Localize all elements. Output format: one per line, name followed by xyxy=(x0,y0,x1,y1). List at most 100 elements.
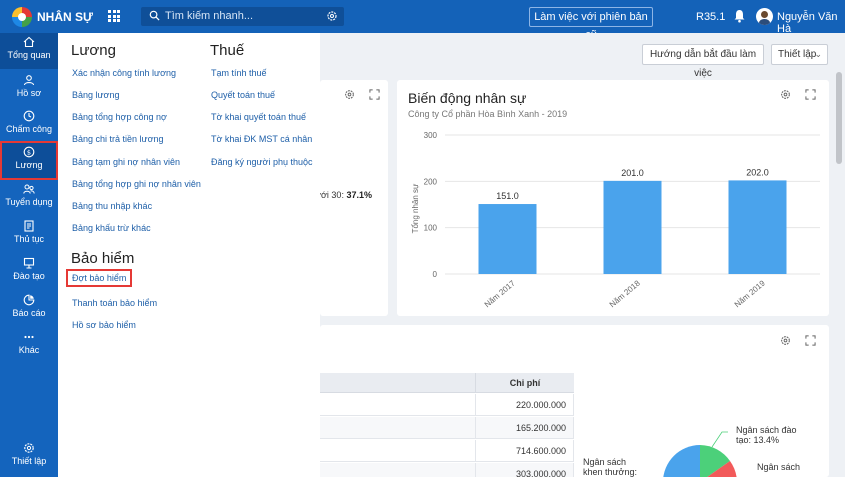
menu-item-employee-debt-summary[interactable]: Bảng tổng hợp ghi nợ nhân viên xyxy=(72,179,201,189)
menu-item-tax-finalization[interactable]: Quyết toán thuế xyxy=(211,90,276,100)
y-axis-label: Tổng nhân sự xyxy=(411,183,420,233)
cost-cell: 714.600.000 xyxy=(475,440,574,462)
menu-item-tax-finalization-form[interactable]: Tờ khai quyết toán thuế xyxy=(211,112,306,122)
bar-1 xyxy=(478,204,537,274)
search-input[interactable]: Tìm kiếm nhanh... xyxy=(165,10,254,22)
notification-bell-icon[interactable] xyxy=(733,9,746,23)
clock-icon xyxy=(23,110,35,122)
bar-value-label: 201.0 xyxy=(621,168,644,178)
menu-item-salary-payment[interactable]: Bảng chi trả tiền lương xyxy=(72,134,164,144)
bar-value-label: 202.0 xyxy=(746,167,769,177)
document-icon xyxy=(24,220,34,232)
menu-item-tax-id-registration[interactable]: Tờ khai ĐK MST cá nhân xyxy=(211,134,313,144)
cost-cell: 303.000.000 xyxy=(475,463,574,477)
people-icon xyxy=(23,184,35,194)
sidebar-item-salary[interactable]: $ Lương xyxy=(0,141,58,180)
app-title[interactable]: NHÂN SỰ xyxy=(37,10,93,24)
chart-expand-icon[interactable] xyxy=(805,89,816,100)
sidebar-item-settings[interactable]: Thiết lập xyxy=(0,439,58,475)
svg-text:$: $ xyxy=(27,148,31,156)
sidebar-item-recruitment[interactable]: Tuyển dụng xyxy=(0,180,58,216)
budget-settings-icon[interactable] xyxy=(780,335,791,346)
sidebar-item-label: Hồ sơ xyxy=(16,88,42,98)
settings-dropdown-label: Thiết lập xyxy=(778,49,817,60)
chart-icon xyxy=(23,294,35,306)
menu-heading-insurance: Bảo hiểm xyxy=(71,250,135,267)
y-tick-label: 100 xyxy=(424,224,438,233)
card-expand-icon[interactable] xyxy=(369,89,380,100)
pie-label-budget: Ngân sách xyxy=(757,462,801,472)
top-bar: NHÂN SỰ Tìm kiếm nhanh... Làm việc với p… xyxy=(0,0,845,41)
sidebar-item-reports[interactable]: Báo cáo xyxy=(0,291,58,327)
menu-item-salary-confirm[interactable]: Xác nhận công tính lương xyxy=(72,68,176,78)
pie-label-training: Ngân sách đào tạo: 13.4% xyxy=(736,425,797,445)
menu-heading-salary: Lương xyxy=(71,42,116,59)
menu-item-insurance-payment[interactable]: Thanh toán bảo hiểm xyxy=(72,298,158,308)
menu-item-debt-summary[interactable]: Bảng tổng hợp công nợ xyxy=(72,112,167,122)
sidebar-item-overview[interactable]: Tổng quan xyxy=(0,33,58,69)
search-box[interactable]: Tìm kiếm nhanh... xyxy=(141,7,344,26)
table-header: Chi phí xyxy=(320,373,574,393)
menu-item-tax-estimate[interactable]: Tạm tính thuế xyxy=(211,68,267,78)
bar-3 xyxy=(728,180,787,274)
age-ratio-text: ưới 30: 37.1% xyxy=(315,190,372,200)
chart-settings-icon[interactable] xyxy=(780,89,791,100)
dollar-icon: $ xyxy=(23,146,35,158)
sidebar-item-procedures[interactable]: Thủ tục xyxy=(0,217,58,253)
user-name[interactable]: Nguyễn Văn Hà xyxy=(777,11,838,35)
chart-title: Biến động nhân sự xyxy=(408,90,527,106)
card-settings-icon[interactable] xyxy=(344,89,355,100)
sidebar-item-label: Tuyển dụng xyxy=(5,197,53,207)
version-label: R35.1 xyxy=(696,11,726,23)
menu-item-payroll[interactable]: Bảng lương xyxy=(72,90,120,100)
gear-icon xyxy=(24,443,34,453)
sidebar-item-label: Thủ tục xyxy=(13,234,44,244)
sidebar-item-label: Khác xyxy=(18,345,40,355)
budget-expand-icon[interactable] xyxy=(805,335,816,346)
pie-slice-blue xyxy=(663,445,700,477)
search-settings-icon[interactable] xyxy=(326,10,338,22)
table-row[interactable]: 303.000.000 xyxy=(320,463,574,477)
sidebar-item-profile[interactable]: Hồ sơ xyxy=(0,71,58,107)
bar-2 xyxy=(603,180,662,274)
apps-grid-icon[interactable] xyxy=(108,10,120,22)
chart-subtitle: Công ty Cổ phần Hòa Bình Xanh - 2019 xyxy=(408,109,568,119)
bar-value-label: 151.0 xyxy=(496,191,519,201)
user-avatar[interactable] xyxy=(756,8,773,25)
pie-slice-red xyxy=(707,461,737,477)
summary-card xyxy=(320,80,388,316)
sidebar-item-label: Thiết lập xyxy=(11,456,47,466)
menu-item-insurance-records[interactable]: Hồ sơ bảo hiểm xyxy=(72,320,136,330)
cost-cell: 165.200.000 xyxy=(475,417,574,439)
table-row[interactable]: 714.600.000 xyxy=(320,440,574,462)
home-icon xyxy=(23,36,35,48)
search-icon xyxy=(149,10,160,21)
table-row[interactable]: 220.000.000 xyxy=(320,394,574,416)
sidebar-item-label: Đào tạo xyxy=(13,271,45,281)
dashboard-settings-dropdown[interactable]: Thiết lập ⌄ xyxy=(771,44,828,65)
app-logo-icon[interactable] xyxy=(12,7,32,27)
menu-item-other-income[interactable]: Bảng thu nhập khác xyxy=(72,201,153,211)
sidebar-item-timekeeping[interactable]: Chấm công xyxy=(0,107,58,143)
sidebar-item-other[interactable]: Khác xyxy=(0,328,58,364)
chevron-down-icon: ⌄ xyxy=(814,49,822,59)
menu-item-other-deductions[interactable]: Bảng khấu trừ khác xyxy=(72,223,151,233)
pie-label-reward: Ngân sách khen thưởng: xyxy=(583,457,637,477)
sidebar-item-label: Chấm công xyxy=(5,124,53,134)
getting-started-guide-button[interactable]: Hướng dẫn bắt đầu làm việc xyxy=(642,44,764,79)
sidebar-item-training[interactable]: Đào tạo xyxy=(0,254,58,290)
menu-item-dependent-registration[interactable]: Đăng ký người phụ thuộc xyxy=(211,157,313,167)
y-tick-label: 0 xyxy=(433,270,438,279)
page-scrollbar[interactable] xyxy=(836,72,842,164)
cost-column-header[interactable]: Chi phí xyxy=(475,373,574,393)
pie-slice-green xyxy=(700,445,730,477)
budget-card xyxy=(320,325,829,477)
table-row[interactable]: 165.200.000 xyxy=(320,417,574,439)
sidebar-item-label: Báo cáo xyxy=(12,308,46,318)
menu-item-insurance-period[interactable]: Đợt bảo hiểm xyxy=(66,269,133,287)
menu-item-employee-temp-debt[interactable]: Bảng tạm ghi nợ nhân viên xyxy=(72,157,180,167)
sidebar-item-label: Lương xyxy=(15,160,43,170)
training-icon xyxy=(23,257,35,269)
